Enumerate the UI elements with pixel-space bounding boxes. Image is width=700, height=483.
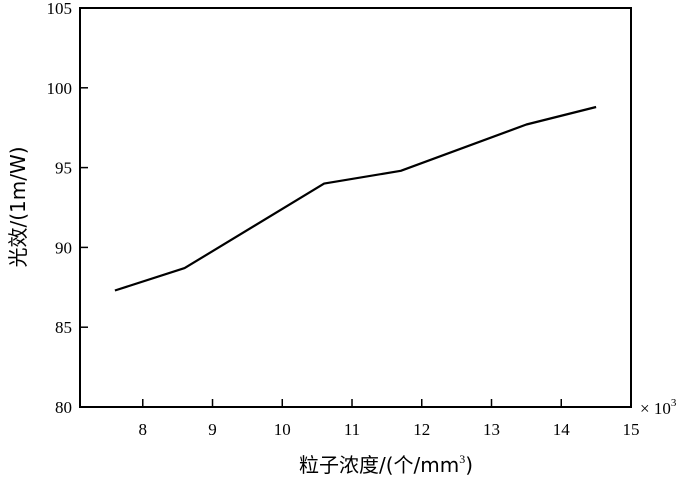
x-tick-label: 14 — [553, 420, 571, 439]
x-axis-label: 粒子浓度/(个/mm3) — [299, 452, 473, 477]
x-multiplier-label: × 103 — [640, 397, 677, 418]
x-tick-label: 12 — [413, 420, 430, 439]
x-tick-label: 10 — [274, 420, 291, 439]
y-tick-label: 90 — [55, 238, 72, 257]
series-line — [114, 105, 597, 292]
x-tick-label: 13 — [483, 420, 500, 439]
y-axis-label: 光效/(1m/W) — [6, 146, 30, 267]
x-tick-label: 9 — [208, 420, 217, 439]
x-tick-label: 11 — [344, 420, 360, 439]
y-tick-label: 95 — [55, 159, 72, 178]
x-tick-label: 15 — [623, 420, 640, 439]
y-tick-label: 80 — [55, 398, 72, 417]
series-layer — [114, 105, 597, 292]
y-axis: 80 85 90 95 100 105 — [47, 0, 88, 417]
x-tick-label: 8 — [139, 420, 148, 439]
y-tick-label: 100 — [47, 79, 73, 98]
y-tick-label: 105 — [47, 0, 73, 18]
x-axis: 8 9 10 11 12 13 14 15 — [139, 399, 640, 439]
y-tick-label: 85 — [55, 318, 72, 337]
plot-frame — [79, 7, 632, 408]
